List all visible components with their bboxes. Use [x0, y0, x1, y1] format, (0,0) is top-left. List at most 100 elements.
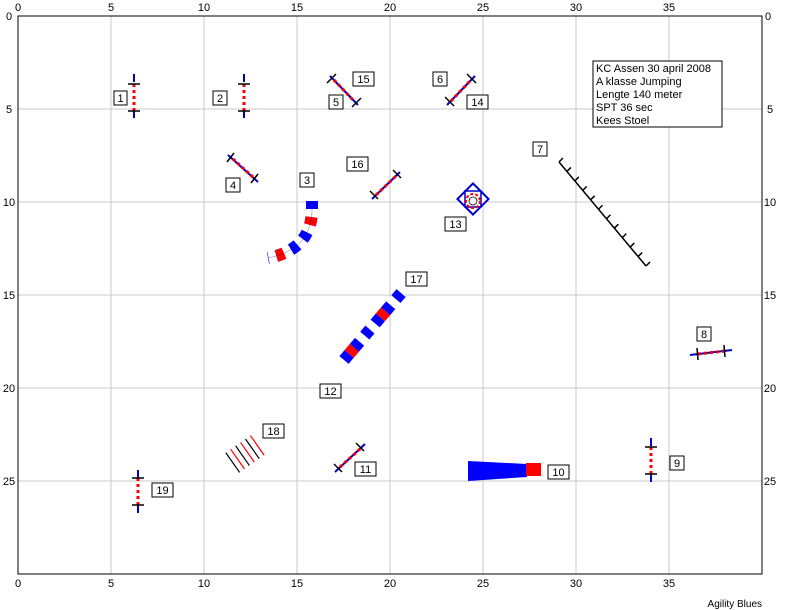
y-tick-label: 20 — [764, 383, 776, 395]
weave-pole — [582, 185, 588, 191]
obstacle-number-labels: 1 2 3 4 5 6 7 8 9 10 11 12 13 14 15 16 1… — [113, 71, 712, 498]
info-class: A klasse Jumping — [596, 76, 682, 88]
number-label-16: 16 — [346, 156, 369, 172]
x-tick-label: 10 — [198, 2, 210, 14]
number-label-18: 18 — [262, 423, 285, 439]
straight-tunnel-17 — [339, 288, 407, 364]
x-tick-label: 10 — [198, 578, 210, 590]
x-tick-label: 5 — [108, 578, 114, 590]
number-label-10: 10 — [547, 464, 570, 480]
jump-9 — [645, 438, 657, 482]
number-label-17: 17 — [405, 271, 428, 287]
svg-text:19: 19 — [156, 485, 168, 497]
svg-text:13: 13 — [449, 219, 461, 231]
svg-text:15: 15 — [357, 74, 369, 86]
info-event: KC Assen 30 april 2008 — [596, 63, 711, 75]
grid-lines — [18, 16, 762, 574]
weave-pole — [590, 195, 596, 201]
svg-text:5: 5 — [333, 97, 339, 109]
jump-2 — [238, 74, 250, 118]
y-tick-label: 5 — [767, 104, 773, 116]
x-tick-label: 15 — [291, 578, 303, 590]
y-tick-label: 25 — [3, 476, 15, 488]
weave-pole — [629, 242, 635, 248]
y-tick-label: 10 — [764, 197, 776, 209]
weave-pole — [637, 252, 643, 258]
svg-text:11: 11 — [360, 464, 371, 476]
x-tick-label: 25 — [477, 2, 489, 14]
x-tick-label: 35 — [663, 578, 675, 590]
course-info-box: KC Assen 30 april 2008 A klasse Jumping … — [592, 60, 723, 128]
x-tick-label: 35 — [663, 2, 675, 14]
svg-text:16: 16 — [351, 159, 363, 171]
x-tick-label: 30 — [570, 2, 582, 14]
number-label-19: 19 — [151, 482, 174, 498]
number-label-13: 13 — [444, 216, 467, 232]
jump-8 — [689, 344, 733, 361]
chute-tunnel-10 — [468, 461, 541, 481]
jump-16 — [369, 169, 402, 200]
number-label-15: 15 — [352, 71, 375, 87]
x-tick-label: 0 — [15, 578, 21, 590]
x-tick-label: 5 — [108, 2, 114, 14]
y-tick-label: 10 — [3, 197, 15, 209]
svg-text:3: 3 — [304, 175, 310, 187]
svg-text:17: 17 — [410, 274, 422, 286]
weave-pole — [621, 233, 627, 239]
number-label-9: 9 — [669, 455, 685, 471]
svg-text:10: 10 — [552, 467, 564, 479]
x-tick-label: 25 — [477, 578, 489, 590]
weave-pole — [613, 223, 619, 229]
y-tick-label: 0 — [6, 11, 12, 23]
y-tick-label: 5 — [6, 104, 12, 116]
number-label-14: 14 — [466, 94, 489, 110]
credit-label: Agility Blues — [708, 599, 762, 610]
y-tick-label: 20 — [3, 383, 15, 395]
number-label-1: 1 — [113, 90, 128, 106]
weave-poles-7 — [558, 157, 651, 267]
svg-text:18: 18 — [267, 426, 279, 438]
x-tick-label: 0 — [15, 2, 21, 14]
x-tick-label: 15 — [291, 2, 303, 14]
y-tick-label: 15 — [764, 290, 776, 302]
number-label-2: 2 — [212, 90, 228, 106]
number-label-6: 6 — [432, 71, 448, 87]
number-label-7: 7 — [532, 141, 548, 157]
info-judge: Kees Stoel — [596, 115, 649, 127]
weave-pole — [558, 157, 564, 163]
y-tick-label: 15 — [3, 290, 15, 302]
jump-4 — [226, 152, 259, 184]
weave-pole — [598, 204, 604, 210]
x-tick-label: 30 — [570, 578, 582, 590]
weave-pole — [645, 261, 651, 267]
svg-text:6: 6 — [437, 74, 443, 86]
long-jump-18 — [225, 435, 265, 473]
svg-text:14: 14 — [471, 97, 483, 109]
curved-tunnel-3 — [266, 201, 318, 264]
course-frame — [17, 15, 763, 575]
number-label-12: 12 — [319, 383, 342, 399]
jump-1 — [128, 74, 140, 118]
jump-5 — [326, 73, 362, 108]
x-axis-bottom: 0 5 10 15 20 25 30 35 — [15, 578, 675, 590]
x-tick-label: 0 — [765, 11, 771, 23]
x-tick-label: 20 — [384, 578, 396, 590]
jump-11 — [333, 442, 366, 473]
y-axis-left: 0 5 10 15 20 25 — [3, 11, 15, 488]
tire-13 — [456, 182, 490, 216]
svg-text:12: 12 — [324, 386, 336, 398]
svg-text:8: 8 — [701, 329, 707, 341]
svg-text:7: 7 — [537, 144, 543, 156]
jump-19 — [132, 470, 144, 513]
x-axis-top: 0 5 10 15 20 25 30 35 0 — [15, 2, 771, 23]
jump-6 — [444, 73, 477, 107]
svg-text:1: 1 — [117, 93, 123, 105]
svg-text:2: 2 — [217, 93, 223, 105]
number-label-8: 8 — [696, 326, 712, 342]
svg-text:4: 4 — [230, 180, 236, 192]
weave-pole — [566, 166, 572, 172]
y-axis-right: 5 10 15 20 25 — [764, 104, 776, 488]
number-label-5: 5 — [328, 94, 344, 110]
weave-pole — [574, 176, 580, 182]
